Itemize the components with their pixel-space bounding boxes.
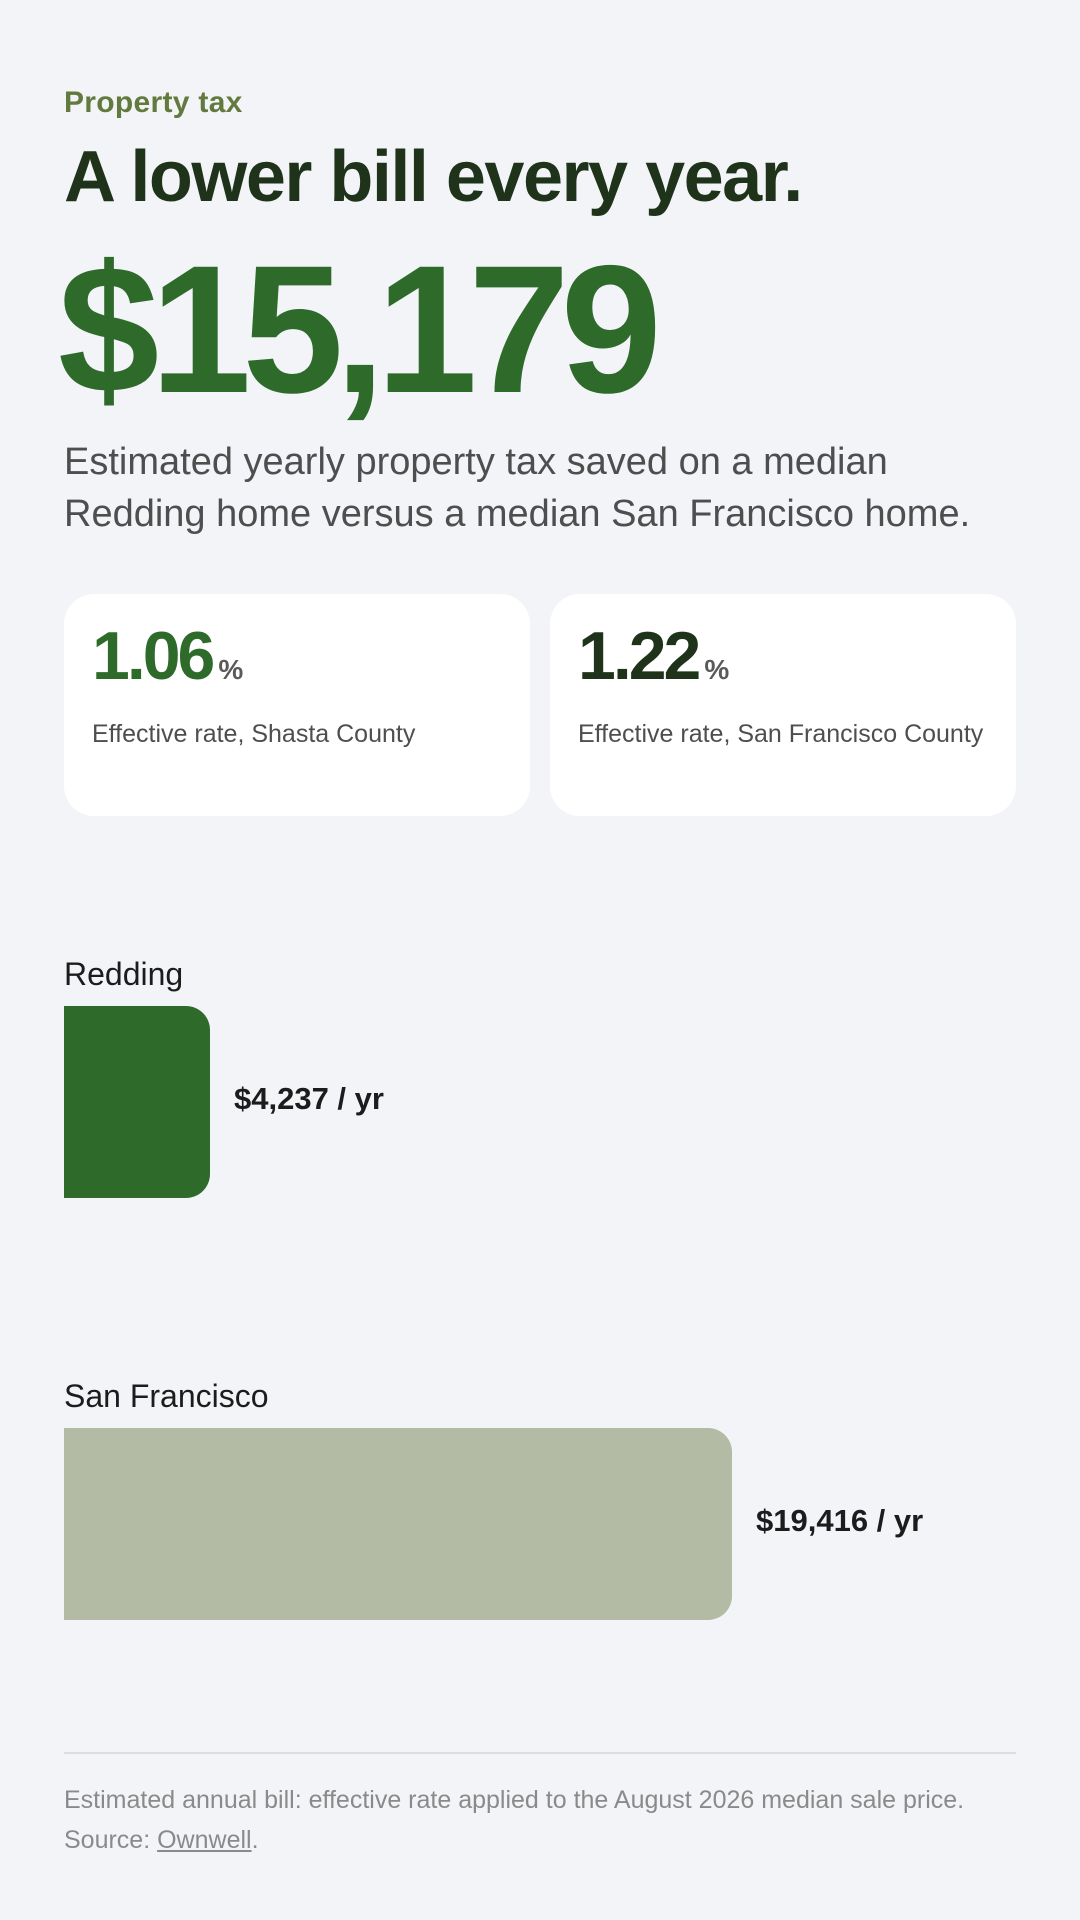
footer-note: Estimated annual bill: effective rate ap… [64,1786,965,1814]
savings-description: Estimated yearly property tax saved on a… [64,441,971,535]
rate-unit: % [218,654,244,685]
rate-label: Effective rate, Shasta County [92,720,416,748]
savings-amount: $15,179 [58,227,662,431]
source-prefix: Source: [64,1826,158,1854]
rate-card-san-francisco: 1.22% Effective rate, San Francisco Coun… [550,594,1016,816]
eyebrow-label: Property tax [64,86,243,119]
rate-value: 1.22% [578,622,988,690]
source-suffix: . [251,1826,259,1854]
rate-number: 1.22 [578,618,701,694]
bar-label-san-francisco: San Francisco [64,1378,269,1414]
bar-san-francisco [64,1428,732,1620]
page-title: A lower bill every year. [64,137,803,217]
rate-value: 1.06% [92,622,502,690]
rate-unit: % [704,654,730,685]
bar-value-san-francisco: $19,416 / yr [756,1503,924,1538]
footer-source: Source: Ownwell. [64,1826,1024,1855]
source-link[interactable]: Ownwell [157,1826,252,1854]
footer-divider [64,1752,1016,1754]
bar-redding [64,1006,210,1198]
rate-card-shasta: 1.06% Effective rate, Shasta County [64,594,530,816]
rate-label: Effective rate, San Francisco County [578,720,984,748]
rate-number: 1.06 [92,618,215,694]
bar-label-redding: Redding [64,956,184,992]
bar-value-redding: $4,237 / yr [234,1081,384,1116]
